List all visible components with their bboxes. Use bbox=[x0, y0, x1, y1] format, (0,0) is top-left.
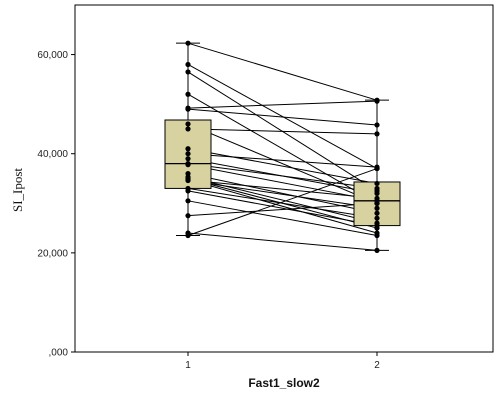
data-point-2 bbox=[374, 98, 380, 104]
paired-line bbox=[187, 123, 378, 204]
y-tick-label: ,000 bbox=[49, 348, 69, 359]
paired-line bbox=[187, 179, 378, 199]
paired-line bbox=[187, 173, 378, 214]
paired-line bbox=[187, 232, 378, 251]
paired-line bbox=[187, 153, 378, 168]
y-tick-label: 40,000 bbox=[37, 149, 68, 160]
data-point-2 bbox=[374, 180, 380, 187]
data-point-2 bbox=[374, 210, 380, 216]
paired-line bbox=[187, 42, 378, 101]
data-point-1 bbox=[185, 40, 191, 46]
paired-line bbox=[187, 168, 378, 236]
paired-line bbox=[187, 200, 378, 236]
data-point-2 bbox=[374, 205, 380, 211]
y-tick-label: 60,000 bbox=[37, 50, 68, 61]
x-axis-title: Fast1_slow2 bbox=[248, 376, 320, 390]
data-point-2 bbox=[374, 131, 380, 137]
data-point-1 bbox=[185, 151, 191, 157]
data-point-2 bbox=[374, 222, 380, 229]
data-point-1 bbox=[185, 121, 191, 127]
data-point-1 bbox=[185, 188, 191, 194]
paired-lines bbox=[187, 42, 378, 251]
plot-area-frame bbox=[74, 4, 494, 353]
y-axis: ,000 20,000 40,000 60,000 bbox=[37, 50, 75, 359]
data-point-1 bbox=[185, 198, 191, 204]
data-point-1 bbox=[185, 91, 191, 97]
paired-line bbox=[187, 93, 378, 204]
data-point-2 bbox=[374, 247, 380, 253]
paired-line bbox=[187, 128, 378, 135]
data-point-2 bbox=[374, 232, 380, 239]
data-point-2 bbox=[374, 190, 380, 196]
y-tick-label: 20,000 bbox=[37, 248, 68, 259]
y-axis-title: SI_Ipost bbox=[10, 168, 25, 212]
data-point-2 bbox=[374, 165, 380, 172]
paired-line bbox=[187, 202, 378, 217]
data-point-1 bbox=[185, 162, 191, 168]
data-point-1 bbox=[185, 146, 191, 152]
data-point-1 bbox=[185, 213, 191, 219]
data-point-1 bbox=[185, 156, 191, 162]
paired-line bbox=[187, 163, 378, 189]
paired-line bbox=[187, 179, 378, 234]
data-point-2 bbox=[374, 122, 380, 128]
data-point-1 bbox=[185, 232, 191, 239]
data-point-2 bbox=[374, 185, 380, 192]
x-tick-label: 2 bbox=[374, 360, 380, 371]
x-tick-label: 1 bbox=[185, 360, 191, 371]
data-point-2 bbox=[374, 195, 380, 201]
data-point-1 bbox=[185, 126, 191, 132]
paired-line bbox=[187, 187, 378, 219]
paired-line bbox=[187, 179, 378, 209]
paired-line bbox=[187, 100, 378, 109]
data-point-1 bbox=[185, 61, 191, 68]
data-point-1 bbox=[185, 106, 191, 112]
data-point-2 bbox=[374, 200, 380, 206]
data-point-1 bbox=[185, 69, 191, 75]
paired-line bbox=[187, 190, 378, 227]
data-point-2 bbox=[374, 215, 380, 221]
paired-line bbox=[187, 108, 378, 126]
data-point-1 bbox=[185, 177, 191, 184]
paired-line bbox=[187, 148, 378, 184]
data-points bbox=[185, 40, 380, 253]
